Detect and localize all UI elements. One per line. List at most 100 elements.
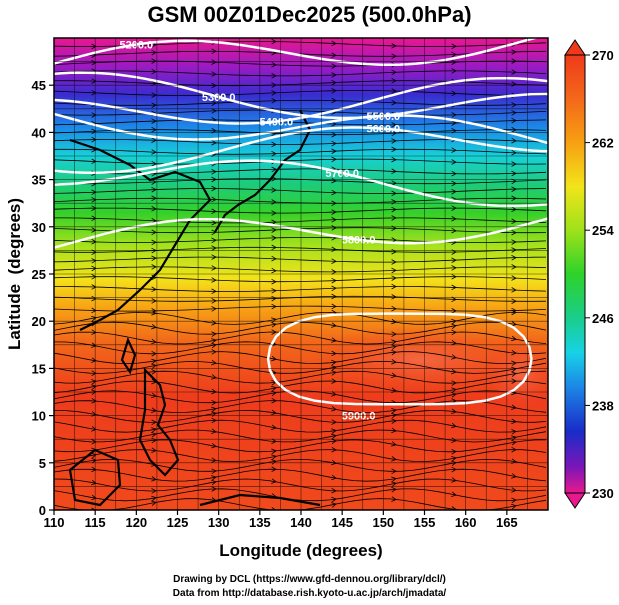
x-tick-label: 110 [44, 515, 65, 530]
streamline-arrow [91, 189, 97, 196]
streamline-arrow [271, 466, 277, 473]
streamline-arrow [151, 392, 157, 399]
streamline-arrow [511, 321, 517, 327]
streamline-arrow [331, 428, 337, 434]
streamline-arrow [271, 478, 277, 484]
x-tick-label: 125 [167, 515, 189, 530]
streamline-arrow [331, 40, 337, 47]
streamline-arrow [511, 239, 517, 245]
streamline-arrow [511, 309, 517, 316]
y-tick-label: 5 [39, 456, 46, 471]
streamline-arrow [151, 58, 157, 64]
colorbar-tick-label: 246 [592, 311, 614, 326]
streamline [54, 360, 547, 374]
streamline-arrow [331, 438, 337, 445]
streamline-arrow [391, 130, 397, 137]
streamline-arrow [91, 128, 97, 135]
streamline-arrow [91, 284, 97, 290]
streamline-arrow [391, 259, 397, 265]
streamline-arrow [211, 196, 217, 203]
colorbar-tick-label: 238 [592, 398, 614, 413]
x-tick-label: 150 [372, 515, 394, 530]
streamline-arrow [331, 502, 337, 508]
streamline-arrow [451, 466, 457, 473]
x-axis-label: Longitude (degrees) [219, 541, 382, 560]
streamline-arrow [91, 307, 97, 314]
streamline-arrow [91, 258, 97, 264]
streamline [54, 321, 547, 335]
streamline-arrow [211, 108, 217, 114]
x-tick-label: 135 [249, 515, 271, 530]
streamline-arrow [511, 439, 517, 446]
streamline-arrow [91, 439, 97, 445]
streamline [54, 256, 547, 263]
streamline [54, 246, 547, 253]
streamline-arrow [391, 146, 397, 153]
streamline-arrow [151, 407, 157, 413]
streamline-arrow [91, 89, 97, 96]
streamline [54, 139, 547, 145]
streamline-arrow [271, 255, 277, 262]
streamline-arrow [511, 371, 517, 377]
streamline-arrow [271, 61, 277, 68]
streamline-arrow [331, 189, 337, 196]
streamline-arrow [331, 246, 337, 253]
streamline-arrow [151, 195, 157, 202]
streamline-arrow [391, 190, 397, 197]
streamline-arrow [151, 149, 157, 155]
streamline-arrow [391, 305, 397, 312]
x-tick-label: 140 [290, 515, 312, 530]
streamline-arrow [151, 102, 157, 108]
streamline-arrow [271, 409, 277, 416]
streamline-arrow [271, 355, 277, 362]
streamline-arrow [91, 43, 97, 50]
credit-data: Data from http://database.rish.kyoto-u.a… [172, 588, 447, 599]
streamline-arrow [391, 88, 397, 94]
streamline-arrow [271, 390, 277, 397]
streamline-arrow [331, 303, 337, 310]
streamline [54, 148, 547, 155]
streamline [54, 70, 547, 77]
streamline-arrow [511, 255, 517, 261]
streamline-arrow [151, 118, 157, 124]
streamline-arrow [331, 496, 337, 503]
streamline-arrow [151, 255, 157, 262]
streamline-arrow [451, 354, 457, 360]
streamline-arrow [271, 199, 277, 205]
streamline-arrow [271, 329, 277, 335]
streamline [54, 488, 547, 502]
streamline-arrow [271, 98, 277, 104]
streamline-arrow [331, 177, 337, 184]
streamline-arrow [151, 447, 157, 453]
streamline-arrow [391, 441, 397, 447]
streamline-arrow [391, 53, 397, 60]
coastline-philippines [138, 367, 180, 477]
coastline-taiwan [120, 336, 137, 375]
streamline-arrow [211, 475, 217, 481]
colorbar-tick-label: 270 [592, 48, 614, 63]
streamline-arrow [91, 158, 97, 165]
colorbar-bottom-arrow [564, 492, 586, 509]
streamline-arrow [511, 186, 517, 192]
streamline-arrow [451, 456, 457, 462]
streamline-arrow [451, 120, 457, 126]
streamline-arrow [451, 90, 457, 97]
streamline-arrow [151, 298, 157, 304]
streamline-arrow [271, 150, 277, 157]
streamline-arrow [151, 239, 157, 246]
streamline-arrow [451, 59, 457, 65]
streamline-arrow [151, 229, 157, 236]
streamline-arrow [91, 239, 97, 245]
streamline-arrow [271, 448, 277, 455]
streamline [54, 341, 547, 355]
streamline-arrow [511, 218, 517, 225]
streamline-arrow [331, 337, 337, 343]
streamline-arrow [391, 339, 397, 345]
streamline-arrow [511, 446, 517, 453]
streamline-arrow [511, 206, 517, 213]
streamline-arrow [211, 298, 217, 304]
streamline-arrow [331, 131, 337, 138]
colorbar: 270 262 254 246 238 230 [564, 39, 614, 509]
streamline-arrow [211, 82, 217, 89]
streamline-arrow [271, 38, 277, 45]
